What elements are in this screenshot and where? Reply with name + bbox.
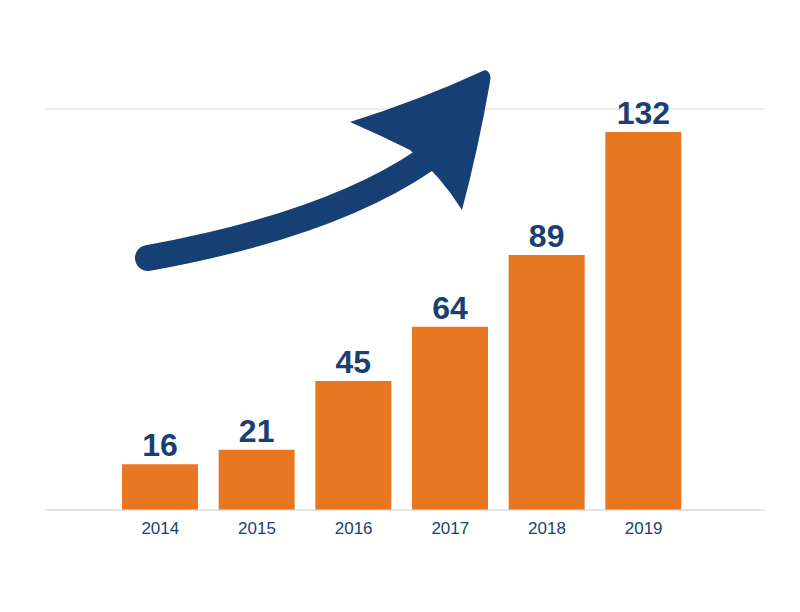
svg-text:2014: 2014 xyxy=(141,519,179,538)
svg-text:64: 64 xyxy=(432,290,468,326)
svg-text:16: 16 xyxy=(142,427,178,463)
svg-text:2016: 2016 xyxy=(335,519,373,538)
svg-text:2015: 2015 xyxy=(238,519,276,538)
svg-text:89: 89 xyxy=(529,218,565,254)
svg-text:2018: 2018 xyxy=(528,519,566,538)
svg-text:2019: 2019 xyxy=(625,519,663,538)
svg-text:2017: 2017 xyxy=(431,519,469,538)
svg-text:21: 21 xyxy=(239,413,275,449)
svg-text:45: 45 xyxy=(336,344,372,380)
svg-text:132: 132 xyxy=(617,95,670,131)
